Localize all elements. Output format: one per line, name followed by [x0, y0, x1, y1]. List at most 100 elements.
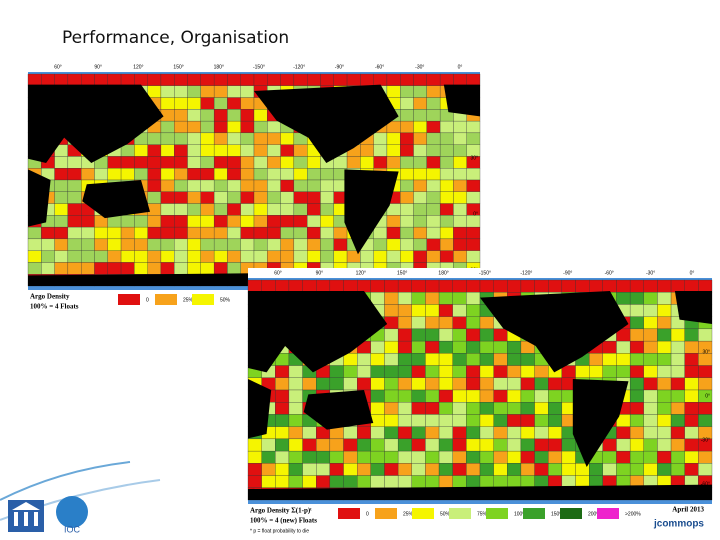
grid-cell [629, 402, 644, 415]
grid-cell [684, 365, 699, 378]
grid-cell [643, 402, 658, 415]
grid-cell [333, 238, 348, 251]
grid-cell [307, 73, 321, 86]
grid-cell [346, 156, 361, 169]
grid-cell [466, 340, 481, 354]
grid-cell [160, 179, 175, 192]
grid-cell [493, 353, 508, 366]
grid-cell [275, 450, 290, 464]
grid-cell [425, 365, 440, 378]
lon-label: -120° [293, 64, 305, 70]
grid-cell [507, 279, 522, 293]
grid-cell [384, 426, 399, 440]
grid-cell [160, 203, 175, 216]
lat-label: 30° [470, 155, 478, 161]
grid-cell [160, 97, 175, 110]
grid-cell [370, 353, 385, 366]
grid-cell [384, 463, 399, 476]
grid-cell [54, 262, 69, 275]
grid-cell [160, 85, 175, 98]
grid-cell [452, 279, 467, 293]
grid-cell [438, 438, 453, 452]
grid-cell [507, 463, 522, 476]
grid-cell [493, 402, 508, 415]
grid-cell [213, 238, 228, 251]
grid-cell [187, 262, 201, 275]
grid-cell [453, 168, 467, 181]
grid-cell [329, 438, 344, 452]
grid-cell [275, 377, 290, 391]
grid-cell [657, 365, 672, 378]
grid-cell [413, 144, 427, 157]
grid-cell [411, 475, 426, 488]
grid-cell [370, 463, 385, 476]
grid-cell [479, 438, 494, 452]
grid-cell [453, 238, 467, 251]
grid-cell [698, 279, 713, 293]
legend-label: 150% [551, 511, 564, 517]
grid-cell [643, 328, 658, 342]
grid-cell [438, 402, 453, 415]
grid-cell [602, 340, 617, 354]
grid-cell [227, 156, 241, 169]
grid-cell [453, 250, 467, 263]
grid-cell [333, 250, 348, 263]
grid-cell [426, 238, 441, 251]
grid-cell [370, 340, 385, 354]
grid-cell [357, 279, 371, 293]
grid-cell [174, 97, 188, 110]
grid-cell [479, 353, 494, 366]
grid-cell [384, 402, 399, 415]
grid-cell [81, 168, 95, 181]
grid-cell [343, 353, 358, 366]
grid-cell [329, 463, 344, 476]
grid-cell [200, 191, 215, 204]
grid-cell [240, 132, 255, 145]
grid-cell [411, 414, 426, 427]
lat-label: 0° [473, 211, 478, 217]
grid-cell [147, 156, 162, 169]
legend-label: 0 [146, 297, 149, 303]
grid-cell [253, 120, 268, 134]
grid-cell [253, 144, 268, 157]
grid-cell [386, 238, 401, 251]
grid-cell [41, 250, 55, 263]
grid-cell [200, 226, 215, 240]
grid-cell [643, 414, 658, 427]
grid-cell [81, 262, 95, 275]
grid-cell [411, 340, 426, 354]
grid-cell [54, 179, 69, 192]
grid-cell [670, 450, 685, 464]
grid-cell [426, 156, 441, 169]
grid-cell [439, 215, 454, 228]
grid-cell [384, 304, 399, 317]
grid-cell [187, 97, 201, 110]
grid-cell [452, 438, 467, 452]
grid-cell [466, 377, 481, 391]
grid-cell [466, 168, 481, 181]
grid-cell [534, 389, 549, 403]
grid-cell [439, 191, 454, 204]
lon-label: -60° [375, 64, 384, 70]
slide-title: Performance, Organisation [62, 28, 290, 48]
grid-cell [384, 389, 399, 403]
grid-cell [343, 279, 358, 293]
lon-label: -60° [605, 270, 614, 276]
land [572, 379, 629, 467]
lon-label: 150° [397, 270, 407, 276]
grid-cell [670, 438, 685, 452]
grid-cell [267, 168, 281, 181]
grid-cell [120, 250, 135, 263]
grid-cell [370, 414, 385, 427]
grid-cell [329, 475, 344, 488]
grid-cell [589, 463, 603, 476]
grid-cell [253, 168, 268, 181]
grid-cell [452, 328, 467, 342]
grid-cell [160, 226, 175, 240]
grid-cell [160, 191, 175, 204]
grid-cell [397, 304, 412, 317]
grid-cell [187, 203, 201, 216]
grid-cell [320, 203, 334, 216]
grid-cell [466, 414, 481, 427]
grid-cell [275, 475, 290, 488]
